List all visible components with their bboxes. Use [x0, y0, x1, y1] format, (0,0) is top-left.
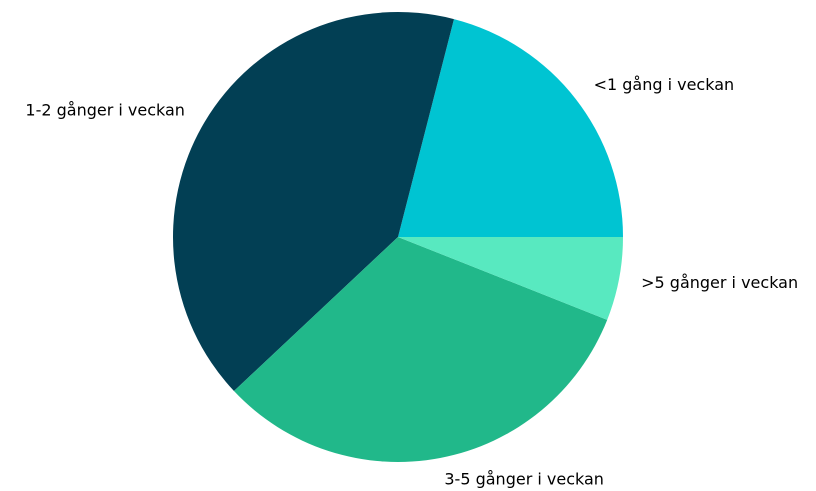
slice-label: 3-5 gånger i veckan	[444, 470, 604, 489]
slice-label: 1-2 gånger i veckan	[25, 101, 185, 120]
pie-slice	[233, 237, 608, 462]
pie-slice	[398, 19, 623, 238]
slice-label: <1 gång i veckan	[594, 75, 735, 94]
pie-slice	[173, 12, 454, 392]
pie-slice	[398, 237, 623, 320]
slice-label: >5 gånger i veckan	[641, 273, 798, 292]
